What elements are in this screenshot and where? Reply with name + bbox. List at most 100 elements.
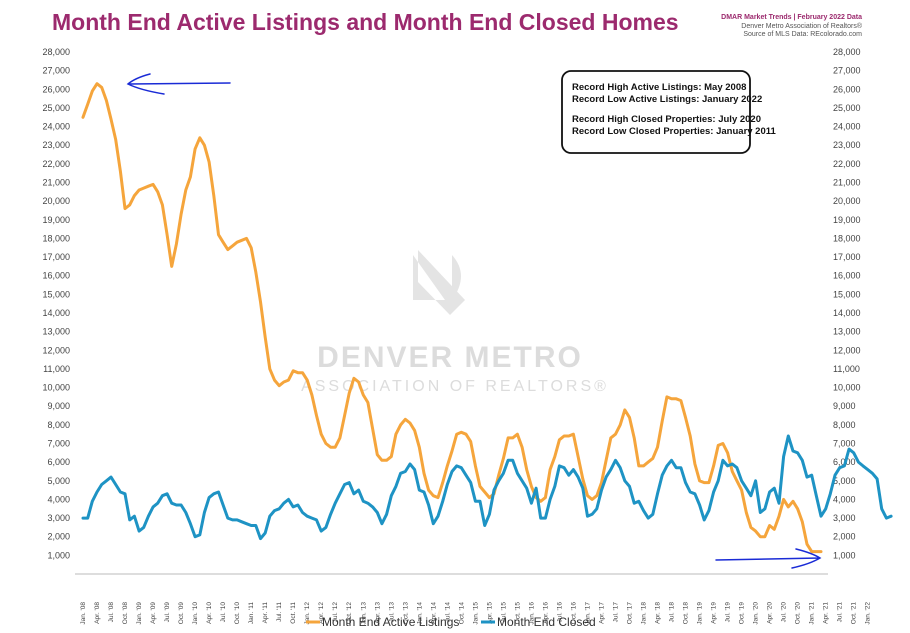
y-tick-label-right: 7,000 (833, 439, 856, 449)
y-axis-left: 1,000 2,000 3,000 4,000 5,000 6,000 7,000 8,000… (42, 47, 70, 560)
credit-block: DMAR Market Trends | February 2022 Data … (721, 14, 862, 40)
x-tick-label: Apr. '12 (318, 602, 325, 624)
y-tick-label-right: 21,000 (833, 178, 861, 188)
y-tick-label-right: 27,000 (833, 66, 861, 76)
x-tick-label: Apr. '19 (711, 602, 718, 624)
y-tick-label-left: 7,000 (47, 439, 70, 449)
y-tick-label-left: 1,000 (47, 550, 70, 560)
x-tick-label: Jan. '19 (697, 602, 704, 625)
x-tick-label: Apr. '11 (262, 602, 269, 624)
x-tick-label: Apr. '18 (655, 602, 662, 624)
y-tick-label-right: 2,000 (833, 532, 856, 542)
x-tick-label: Jul. '14 (444, 602, 451, 623)
x-tick-label: Oct. '21 (851, 602, 858, 625)
y-tick-label-right: 23,000 (833, 140, 861, 150)
y-tick-label-right: 16,000 (833, 271, 861, 281)
y-tick-label-left: 26,000 (42, 84, 70, 94)
y-tick-label-right: 14,000 (833, 308, 861, 318)
y-tick-label-left: 12,000 (42, 345, 70, 355)
x-tick-label: Apr. '16 (542, 602, 549, 624)
x-tick-label: Apr. '14 (430, 602, 437, 624)
y-tick-label-right: 17,000 (833, 252, 861, 262)
x-tick-label: Oct. '08 (122, 602, 129, 625)
y-tick-label-left: 27,000 (42, 66, 70, 76)
x-tick-label: Jul. '15 (500, 602, 507, 623)
credit-line-2: Denver Metro Association of Realtors® (741, 22, 862, 30)
y-tick-label-left: 10,000 (42, 383, 70, 393)
annotation-box-frame (561, 70, 751, 154)
annotation-line-1: Record High Active Listings: May 2008 (572, 82, 746, 93)
y-tick-label-left: 11,000 (43, 364, 70, 374)
x-tick-label: Jan. '15 (472, 602, 479, 625)
x-tick-label: Oct. '12 (346, 602, 353, 625)
x-axis: Jan. '08 Apr. '08 Jul. '08 Oct. '08 Jan. '09… (80, 602, 872, 625)
y-tick-label-right: 19,000 (833, 215, 861, 225)
x-tick-label: Jan. '08 (80, 602, 87, 625)
y-tick-label-left: 2,000 (47, 532, 70, 542)
x-tick-label: Jul. '08 (108, 602, 115, 623)
y-tick-label-left: 21,000 (42, 178, 70, 188)
legend-label-active-listings: Month End Active Listings (322, 615, 459, 629)
x-tick-label: Oct. '09 (178, 602, 185, 625)
x-tick-label: Jan. '09 (136, 602, 143, 625)
y-tick-label-left: 28,000 (42, 47, 70, 57)
x-tick-label: Jul. '16 (556, 602, 563, 623)
y-tick-label-left: 5,000 (47, 476, 70, 486)
x-tick-label: Jul. '19 (725, 602, 732, 623)
y-tick-label-right: 24,000 (833, 122, 861, 132)
y-tick-label-left: 8,000 (47, 420, 70, 430)
x-tick-label: Jul. '12 (332, 602, 339, 623)
arrow-left-icon (126, 73, 231, 95)
y-tick-label-left: 23,000 (42, 140, 70, 150)
chart-title: Month End Active Listings and Month End … (52, 9, 679, 35)
annotation-box: Record High Active Listings: May 2008 Re… (561, 70, 777, 154)
y-tick-label-left: 14,000 (42, 308, 70, 318)
x-tick-label: Apr. '08 (94, 602, 101, 624)
x-tick-label: Oct. '10 (234, 602, 241, 625)
x-tick-label: Jan. '18 (641, 602, 648, 625)
annotation-line-2: Record Low Active Listings: January 2022 (572, 94, 762, 105)
x-tick-label: Oct. '13 (402, 602, 409, 625)
y-tick-label-left: 16,000 (42, 271, 70, 281)
watermark-logo-icon (413, 250, 465, 315)
x-tick-label: Jul. '11 (276, 602, 283, 622)
x-tick-label: Oct. '19 (739, 602, 746, 625)
y-tick-label-right: 9,000 (833, 401, 856, 411)
y-tick-label-left: 9,000 (47, 401, 70, 411)
y-tick-label-left: 6,000 (47, 457, 70, 467)
legend: Month End Active Listings Month End Clos… (306, 615, 596, 629)
series-line-active-listings (81, 82, 823, 554)
credit-line-1: DMAR Market Trends | February 2022 Data (721, 14, 862, 21)
x-tick-label: Oct. '11 (290, 602, 297, 624)
watermark: DENVER METRO ASSOCIATION OF REALTORS® (301, 250, 609, 395)
x-tick-label: Oct. '20 (795, 602, 802, 625)
annotation-line-3: Record High Closed Properties: July 2020 (572, 114, 761, 125)
x-tick-label: Oct. '14 (458, 602, 465, 625)
x-tick-label: Oct. '17 (626, 602, 633, 625)
arrow-right-icon (715, 548, 822, 569)
y-tick-label-right: 28,000 (833, 47, 861, 57)
hand-drawn-arrow-low (715, 548, 822, 569)
y-tick-label-left: 15,000 (42, 289, 70, 299)
y-tick-label-right: 1,000 (833, 550, 856, 560)
x-tick-label: Jan. '21 (809, 602, 816, 625)
watermark-line-1: DENVER METRO (317, 341, 583, 374)
x-tick-label: Apr. '10 (206, 602, 213, 624)
y-tick-label-left: 4,000 (47, 494, 70, 504)
y-tick-label-right: 11,000 (833, 364, 860, 374)
y-tick-label-right: 18,000 (833, 233, 861, 243)
y-tick-label-left: 25,000 (42, 103, 70, 113)
x-tick-label: Jan. '11 (248, 602, 255, 624)
y-tick-label-right: 20,000 (833, 196, 861, 206)
y-tick-label-left: 19,000 (42, 215, 70, 225)
x-tick-label: Jul. '21 (837, 602, 844, 623)
x-tick-label: Oct. '18 (683, 602, 690, 625)
watermark-line-2: ASSOCIATION OF REALTORS® (301, 378, 609, 395)
x-tick-label: Jan. '22 (865, 602, 872, 625)
y-tick-label-right: 8,000 (833, 420, 856, 430)
x-tick-label: Apr. '20 (767, 602, 774, 624)
y-tick-label-left: 17,000 (42, 252, 70, 262)
y-tick-label-left: 20,000 (42, 196, 70, 206)
x-tick-label: Jul. '17 (612, 602, 619, 623)
